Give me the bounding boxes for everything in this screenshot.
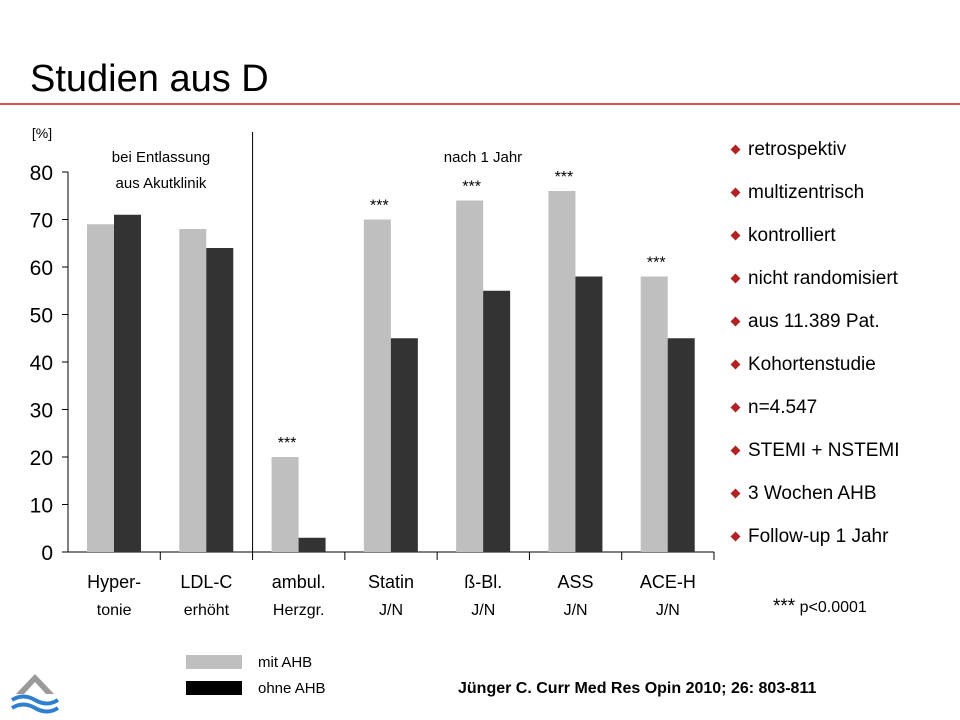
x-category-label: Statin: [368, 572, 414, 592]
diamond-bullet-icon: [730, 316, 741, 327]
bar-ohne-ahb: [298, 537, 326, 552]
bar-ohne-ahb: [390, 338, 418, 552]
significance-note: *** p<0.0001: [773, 596, 867, 618]
y-tick-label: 40: [30, 352, 53, 375]
bar-chart: [%] 0 10 20 30 40 50 60 70 80 bei Entlassung aus Ak…: [30, 125, 715, 619]
x-category-sublabel: J/N: [379, 602, 403, 619]
bullet-item: n=4.547: [728, 386, 900, 429]
x-category-sublabel: J/N: [656, 602, 680, 619]
y-tick-label: 50: [30, 305, 53, 328]
y-tick-label: 10: [30, 495, 53, 518]
significance-marker: ***: [370, 198, 389, 215]
section-label-left: bei Entlassung: [112, 149, 210, 166]
bar-mit-ahb: [87, 224, 114, 552]
bar-mit-ahb: [271, 457, 299, 552]
x-category-label: ACE-H: [640, 572, 696, 592]
bar-mit-ahb: [179, 229, 207, 552]
x-category-sublabel: erhöht: [184, 602, 230, 619]
significance-marker: ***: [555, 169, 574, 186]
y-tick-label: 20: [30, 447, 53, 470]
bullet-item: 3 Wochen AHB: [728, 472, 900, 515]
diamond-bullet-icon: [730, 187, 741, 198]
y-tick-label: 80: [30, 162, 53, 185]
bar-ohne-ahb: [114, 214, 141, 552]
y-tick-label: 0: [41, 542, 53, 565]
significance-marker: ***: [278, 435, 297, 452]
x-category-sublabel: J/N: [471, 602, 495, 619]
diamond-bullet-icon: [730, 402, 741, 413]
diamond-bullet-icon: [730, 488, 741, 499]
significance-marker: ***: [462, 179, 481, 196]
bullet-item: aus 11.389 Pat.: [728, 300, 900, 343]
y-tick-label: 60: [30, 257, 53, 280]
bullet-item: STEMI + NSTEMI: [728, 429, 900, 472]
diamond-bullet-icon: [730, 359, 741, 370]
y-tick-label: 30: [30, 400, 53, 423]
bar-mit-ahb: [363, 219, 391, 552]
section-label-right: nach 1 Jahr: [444, 149, 522, 166]
diamond-bullet-icon: [730, 445, 741, 456]
study-features-list: retrospektiv multizentrisch kontrolliert…: [728, 128, 900, 558]
x-category-sublabel: Herzgr.: [273, 602, 325, 619]
bar-ohne-ahb: [206, 248, 234, 552]
y-tick-label: 70: [30, 210, 53, 233]
legend-swatch-mit: [186, 655, 242, 669]
diamond-bullet-icon: [730, 144, 741, 155]
y-axis-label: [%]: [32, 125, 52, 141]
x-category-sublabel: tonie: [97, 602, 132, 619]
bar-ohne-ahb: [667, 338, 695, 552]
diamond-bullet-icon: [730, 230, 741, 241]
x-category-label: ambul.: [272, 572, 326, 592]
legend-label-mit: mit AHB: [258, 654, 313, 671]
x-category-sublabel: J/N: [564, 602, 588, 619]
bar-ohne-ahb: [483, 290, 511, 552]
bar-mit-ahb: [640, 276, 668, 552]
bullet-item: nicht randomisiert: [728, 257, 900, 300]
bar-ohne-ahb: [575, 276, 603, 552]
wave-logo-icon: [10, 674, 60, 714]
bullet-item: Kohortenstudie: [728, 343, 900, 386]
x-category-label: ASS: [558, 572, 594, 592]
x-category-label: LDL-C: [180, 572, 232, 592]
significance-stars: ***: [773, 596, 796, 617]
diamond-bullet-icon: [730, 273, 741, 284]
x-category-label: ß-Bl.: [464, 572, 502, 592]
legend-swatch-ohne: [186, 681, 242, 695]
slide-title: Studien aus D: [30, 58, 269, 100]
bullet-item: multizentrisch: [728, 171, 900, 214]
bar-mit-ahb: [548, 191, 576, 552]
significance-text: p<0.0001: [799, 599, 867, 616]
legend-label-ohne: ohne AHB: [258, 680, 326, 697]
diamond-bullet-icon: [730, 531, 741, 542]
x-category-label: Hyper-: [87, 572, 141, 592]
bullet-item: retrospektiv: [728, 128, 900, 171]
citation: Jünger C. Curr Med Res Opin 2010; 26: 80…: [458, 680, 817, 697]
significance-marker: ***: [647, 255, 666, 272]
section-label-left: aus Akutklinik: [116, 175, 207, 192]
bar-mit-ahb: [456, 200, 484, 552]
bullet-item: kontrolliert: [728, 214, 900, 257]
bullet-item: Follow-up 1 Jahr: [728, 515, 900, 558]
title-divider: [0, 103, 960, 105]
